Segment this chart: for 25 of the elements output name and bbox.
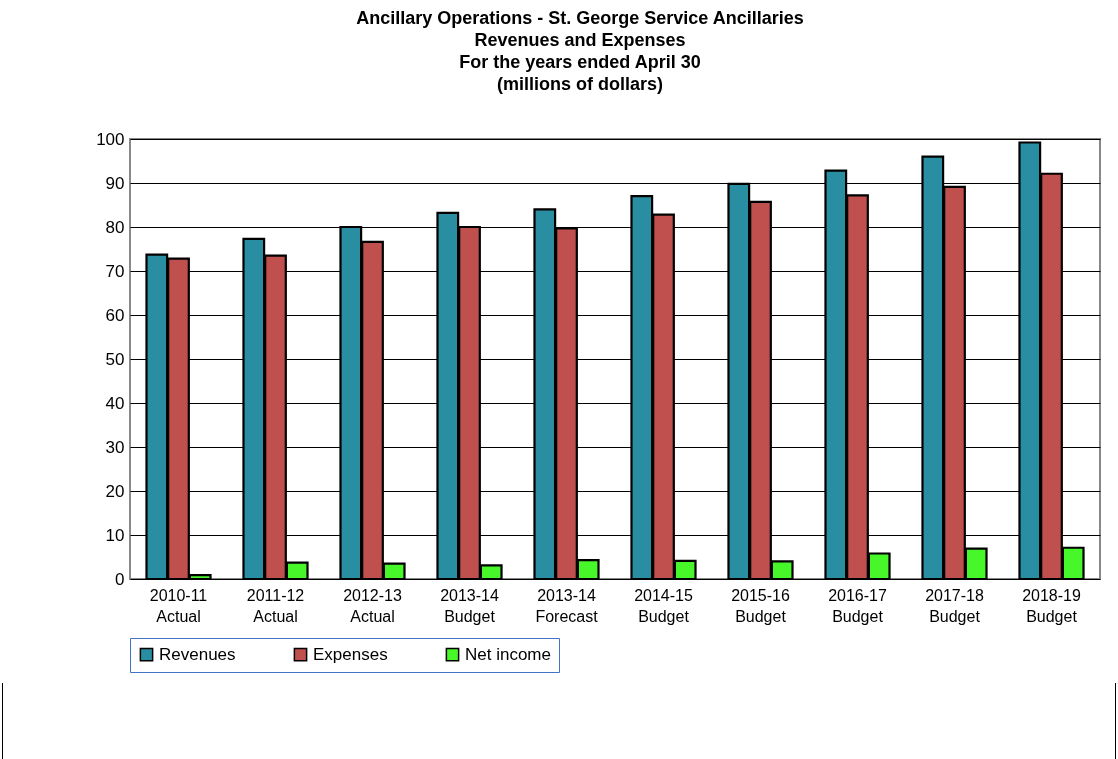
x-tick-label: 2014-15 Budget: [634, 586, 693, 625]
x-tick-label: 2018-19 Budget: [1022, 586, 1081, 625]
x-tick-label: 2013-14 Budget: [440, 586, 499, 625]
x-tick-label: 2016-17 Budget: [828, 586, 887, 625]
y-tick-label: 90: [105, 173, 125, 193]
y-tick-label: 20: [105, 481, 125, 501]
y-tick-label: 0: [115, 569, 125, 589]
y-tick-label: 60: [105, 305, 125, 325]
x-tick-label: 2010-11 Actual: [149, 586, 208, 625]
x-tick-label: 2011-12 Actual: [246, 586, 305, 625]
x-tick-label: 2012-13 Actual: [343, 586, 402, 625]
y-tick-label: 80: [105, 217, 125, 237]
y-tick-label: 70: [105, 261, 125, 281]
y-tick-label: 50: [105, 349, 125, 369]
y-tick-label: 30: [105, 437, 125, 457]
x-tick-label: 2015-16 Budget: [731, 586, 790, 625]
x-tick-label: 2013-14 Forecast: [535, 586, 599, 625]
legend-label: Revenues: [159, 644, 236, 664]
chart-title: Ancillary Operations - St. George Service Ancillaries Revenues and Expenses For the years ended April 30 (millions of dollars): [356, 8, 804, 94]
legend-label: Net income: [465, 644, 551, 664]
y-tick-label: 40: [105, 393, 125, 413]
x-tick-label: 2017-18 Budget: [925, 586, 984, 625]
y-tick-label: 10: [105, 525, 125, 545]
legend-label: Expenses: [313, 644, 388, 664]
y-tick-label: 100: [96, 129, 125, 149]
